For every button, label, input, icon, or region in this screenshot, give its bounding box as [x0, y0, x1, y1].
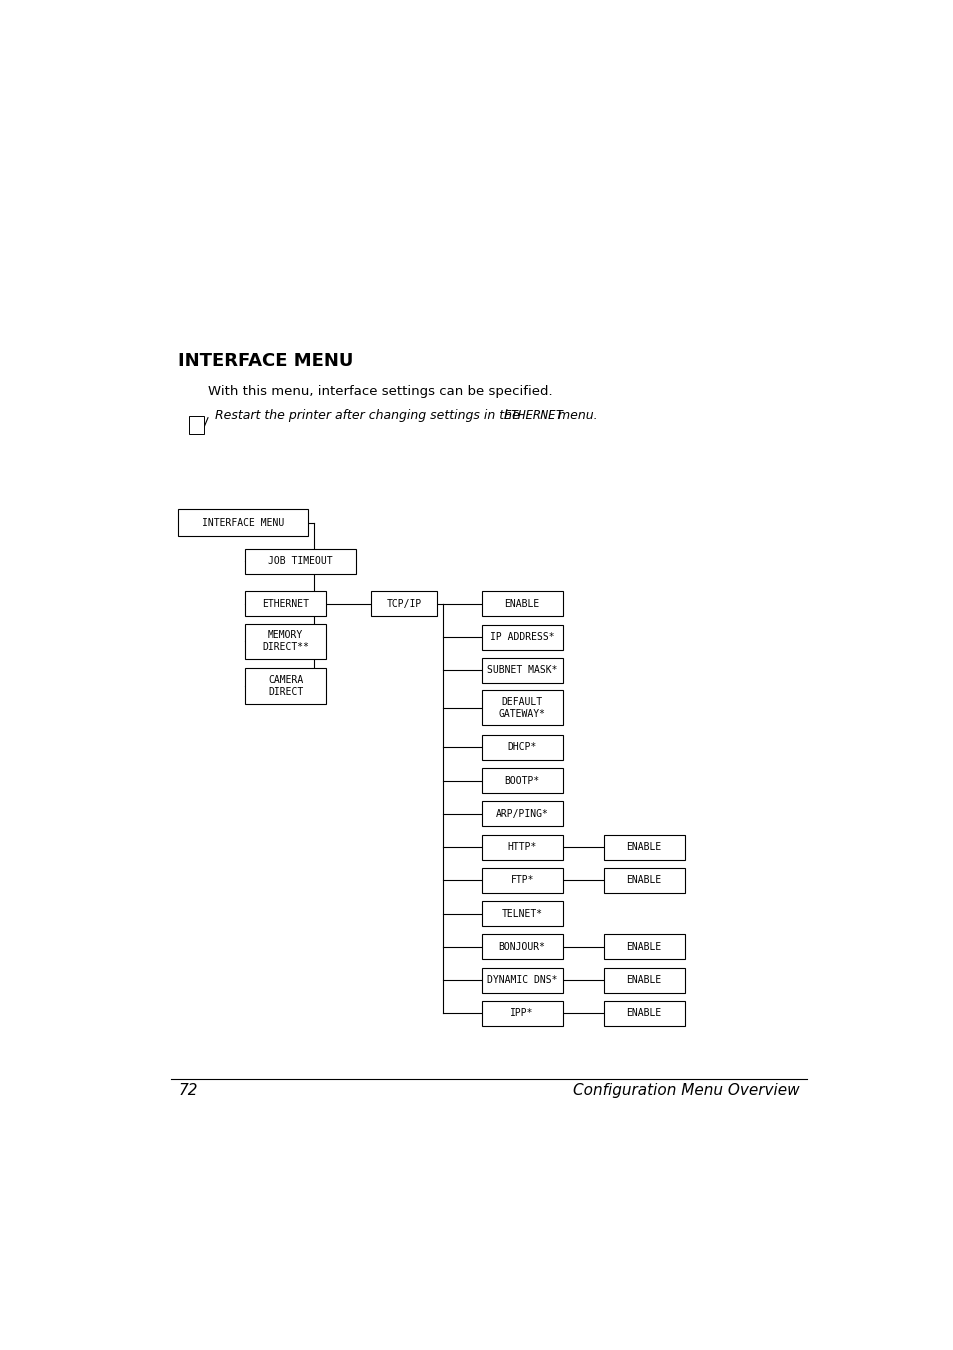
Text: DHCP*: DHCP*	[507, 743, 537, 752]
FancyBboxPatch shape	[481, 657, 562, 683]
FancyBboxPatch shape	[481, 690, 562, 725]
Text: 72: 72	[178, 1083, 197, 1098]
Text: ENABLE: ENABLE	[626, 1008, 661, 1018]
Text: menu.: menu.	[554, 409, 597, 421]
FancyBboxPatch shape	[603, 934, 684, 960]
FancyBboxPatch shape	[481, 900, 562, 926]
Text: TCP/IP: TCP/IP	[386, 599, 421, 609]
FancyBboxPatch shape	[481, 768, 562, 792]
FancyBboxPatch shape	[481, 834, 562, 860]
FancyBboxPatch shape	[481, 968, 562, 992]
Text: ENABLE: ENABLE	[626, 942, 661, 952]
Text: BOOTP*: BOOTP*	[504, 775, 539, 786]
FancyBboxPatch shape	[190, 416, 204, 435]
FancyBboxPatch shape	[603, 968, 684, 992]
Text: ARP/PING*: ARP/PING*	[496, 809, 548, 818]
Text: Configuration Menu Overview: Configuration Menu Overview	[572, 1083, 799, 1098]
Text: TELNET*: TELNET*	[501, 909, 542, 918]
Text: IPP*: IPP*	[510, 1008, 534, 1018]
FancyBboxPatch shape	[370, 591, 436, 616]
Text: ETHERNET: ETHERNET	[262, 599, 309, 609]
FancyBboxPatch shape	[481, 868, 562, 892]
Text: ENABLE: ENABLE	[626, 975, 661, 985]
Text: DYNAMIC DNS*: DYNAMIC DNS*	[486, 975, 557, 985]
FancyBboxPatch shape	[603, 834, 684, 860]
Text: ENABLE: ENABLE	[626, 875, 661, 886]
Text: ENABLE: ENABLE	[504, 599, 539, 609]
Text: ENABLE: ENABLE	[626, 842, 661, 852]
Text: JOB TIMEOUT: JOB TIMEOUT	[268, 556, 333, 566]
Text: DEFAULT
GATEWAY*: DEFAULT GATEWAY*	[498, 697, 545, 718]
FancyBboxPatch shape	[245, 624, 326, 659]
FancyBboxPatch shape	[481, 1000, 562, 1026]
FancyBboxPatch shape	[245, 591, 326, 616]
Text: ETHERNET: ETHERNET	[503, 409, 563, 421]
Text: BONJOUR*: BONJOUR*	[498, 942, 545, 952]
FancyBboxPatch shape	[603, 868, 684, 892]
FancyBboxPatch shape	[481, 591, 562, 616]
Text: CAMERA
DIRECT: CAMERA DIRECT	[268, 675, 303, 697]
FancyBboxPatch shape	[603, 1000, 684, 1026]
FancyBboxPatch shape	[245, 668, 326, 703]
Text: MEMORY
DIRECT**: MEMORY DIRECT**	[262, 630, 309, 652]
FancyBboxPatch shape	[481, 802, 562, 826]
Text: HTTP*: HTTP*	[507, 842, 537, 852]
FancyBboxPatch shape	[481, 934, 562, 960]
Text: SUBNET MASK*: SUBNET MASK*	[486, 666, 557, 675]
FancyBboxPatch shape	[481, 625, 562, 649]
Text: IP ADDRESS*: IP ADDRESS*	[490, 632, 554, 643]
Text: Restart the printer after changing settings in the: Restart the printer after changing setti…	[215, 409, 523, 421]
FancyBboxPatch shape	[178, 509, 308, 536]
Text: INTERFACE MENU: INTERFACE MENU	[178, 352, 354, 370]
Text: With this menu, interface settings can be specified.: With this menu, interface settings can b…	[208, 385, 552, 398]
Text: FTP*: FTP*	[510, 875, 534, 886]
FancyBboxPatch shape	[481, 734, 562, 760]
FancyBboxPatch shape	[245, 548, 355, 574]
Text: INTERFACE MENU: INTERFACE MENU	[202, 517, 284, 528]
